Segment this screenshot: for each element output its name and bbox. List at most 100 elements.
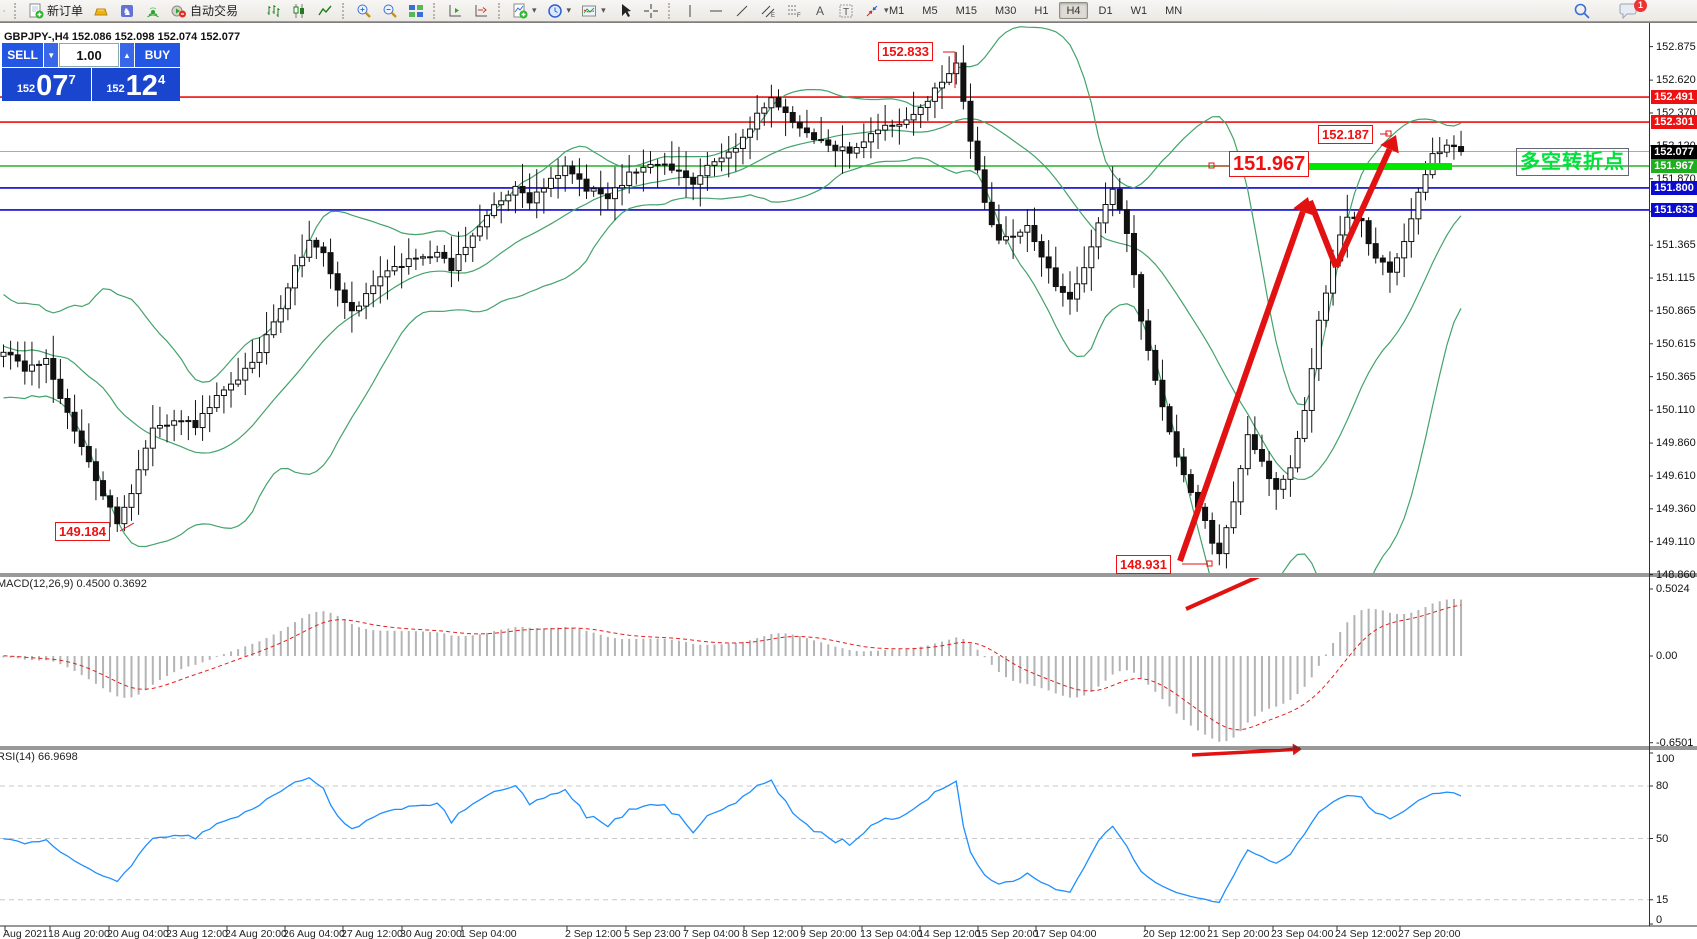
volume-input[interactable] — [59, 43, 120, 67]
rsi-axis-tick: 0 — [1656, 914, 1663, 926]
auto-scroll-icon — [475, 4, 487, 16]
time-label: 14 Sep 12:00 — [918, 928, 981, 939]
new-order-button[interactable]: 新订单 — [25, 1, 86, 20]
y-axis-tick: 151.365 — [1656, 239, 1696, 252]
macd-axis-tick: -0.6501 — [1656, 736, 1694, 749]
dropdown-caret: ▾ — [532, 5, 537, 15]
y-axis-tick: 149.860 — [1656, 437, 1696, 450]
price-label-right-low[interactable]: 148.931 — [1116, 555, 1171, 574]
horizontal-line-button[interactable] — [705, 1, 727, 20]
sell-button[interactable]: SELL — [2, 43, 44, 67]
sell-price[interactable]: 152 07 7 — [2, 68, 91, 101]
sell-price-sup: 7 — [68, 72, 76, 87]
fibonacci-button[interactable]: F — [783, 1, 805, 20]
time-label: 8 Sep 12:00 — [742, 928, 799, 939]
price-label-entry[interactable]: 151.967 — [1229, 151, 1310, 177]
chart-shift-button[interactable] — [444, 1, 466, 20]
zoom-in-icon — [357, 4, 371, 18]
text-button[interactable]: A — [809, 1, 831, 20]
zoom-in-button[interactable] — [353, 1, 375, 20]
buy-button[interactable]: BUY — [134, 43, 181, 67]
candlestick-chart-icon — [293, 3, 304, 18]
macd-axis-tick: 0.5024 — [1656, 582, 1690, 595]
fibonacci-icon: F — [788, 5, 801, 19]
panel-frame — [0, 23, 1697, 931]
signals-button[interactable] — [142, 1, 164, 20]
candlestick-chart-button[interactable] — [288, 1, 310, 20]
periods-button[interactable]: ▾ — [544, 1, 575, 20]
drawn-objects-layer[interactable] — [119, 51, 1452, 567]
timeframe-M30[interactable]: M30 — [994, 5, 1017, 17]
time-label: 15 Sep 20:00 — [976, 928, 1039, 939]
timeframe-W1[interactable]: W1 — [1130, 5, 1148, 17]
rsi-axis-tick: 100 — [1656, 753, 1675, 765]
volume-down-button[interactable]: ▼ — [44, 43, 59, 67]
templates-button[interactable]: ▾ — [578, 1, 609, 20]
timeframe-M1[interactable]: M1 — [889, 5, 905, 17]
zoom-out-button[interactable] — [379, 1, 401, 20]
bar-chart-button[interactable] — [262, 1, 284, 20]
gold-button[interactable] — [90, 1, 112, 20]
equidistant-channel-button[interactable]: E — [757, 1, 779, 20]
timeframe-D1[interactable]: D1 — [1098, 5, 1113, 17]
tile-windows-button[interactable] — [405, 1, 427, 20]
time-label: 27 Aug 12:00 — [341, 928, 403, 939]
time-label: 1 Sep 04:00 — [460, 928, 517, 939]
timeframe-MN[interactable]: MN — [1165, 5, 1183, 17]
gold-icon — [94, 8, 108, 15]
svg-text:♞: ♞ — [123, 7, 132, 18]
signals-icon — [147, 6, 159, 17]
cursor-button[interactable] — [614, 1, 636, 20]
zoom-out-icon — [383, 4, 397, 18]
buy-price[interactable]: 152 12 4 — [92, 68, 181, 101]
timeframe-H1[interactable]: H1 — [1034, 5, 1049, 17]
text-label-button[interactable]: T — [835, 1, 857, 20]
chat-button[interactable]: 1 — [1616, 0, 1647, 20]
price-divider — [90, 68, 92, 101]
buy-price-small: 152 — [106, 83, 125, 95]
y-axis-tick: 149.360 — [1656, 502, 1696, 515]
macd-axis-tick: 0.00 — [1656, 650, 1678, 662]
timeframe-H4[interactable]: H4 — [1059, 2, 1088, 19]
price-badge: 151.800 — [1651, 180, 1697, 195]
vertical-line-button[interactable] — [679, 1, 701, 20]
line-chart-button[interactable] — [314, 1, 336, 20]
time-label: 2 Sep 12:00 — [565, 928, 622, 939]
rsi-axis-tick: 50 — [1656, 832, 1669, 845]
y-axis-tick: 152.620 — [1656, 74, 1696, 87]
add-indicator-button[interactable]: ▾ — [509, 1, 540, 20]
svg-text:E: E — [771, 13, 775, 19]
volume-up-button[interactable]: ▲ — [120, 43, 134, 67]
arrows-button[interactable]: ▾ — [861, 1, 892, 20]
macd-layer — [2, 578, 1463, 742]
community-button[interactable]: ♞ — [116, 1, 138, 20]
dropdown-caret: ▾ — [884, 5, 889, 15]
price-label-right-swing[interactable]: 152.187 — [1318, 125, 1373, 144]
time-label: 13 Sep 04:00 — [860, 928, 923, 939]
price-badge: 152.301 — [1651, 115, 1697, 130]
trendline-icon — [736, 5, 748, 16]
y-axis-tick: 149.610 — [1656, 469, 1696, 482]
auto-scroll-button[interactable] — [470, 1, 492, 20]
toolbar-separator — [14, 2, 19, 19]
timeframe-M15[interactable]: M15 — [955, 5, 977, 17]
price-label-peak[interactable]: 152.833 — [878, 42, 933, 61]
toolbar-separator — [498, 2, 503, 19]
buy-price-sup: 4 — [157, 72, 166, 87]
sell-price-small: 152 — [16, 83, 36, 95]
trendline-button[interactable] — [731, 1, 753, 20]
time-label: 21 Sep 20:00 — [1207, 928, 1270, 939]
buy-price-big: 12 — [125, 70, 158, 102]
turning-point-annotation[interactable]: 多空转折点 — [1516, 148, 1629, 176]
auto-trading-icon — [171, 5, 187, 17]
toolbar: 新订单 ♞ — [0, 0, 1697, 22]
timeframe-M5[interactable]: M5 — [922, 5, 938, 17]
search-button[interactable] — [1570, 1, 1594, 20]
auto-trading-button[interactable]: 自动交易 — [168, 1, 241, 20]
text-label-icon: T — [839, 4, 853, 18]
crosshair-button[interactable] — [640, 1, 662, 20]
clipped-icon — [0, 1, 8, 20]
price-label-left-low[interactable]: 149.184 — [55, 522, 110, 541]
